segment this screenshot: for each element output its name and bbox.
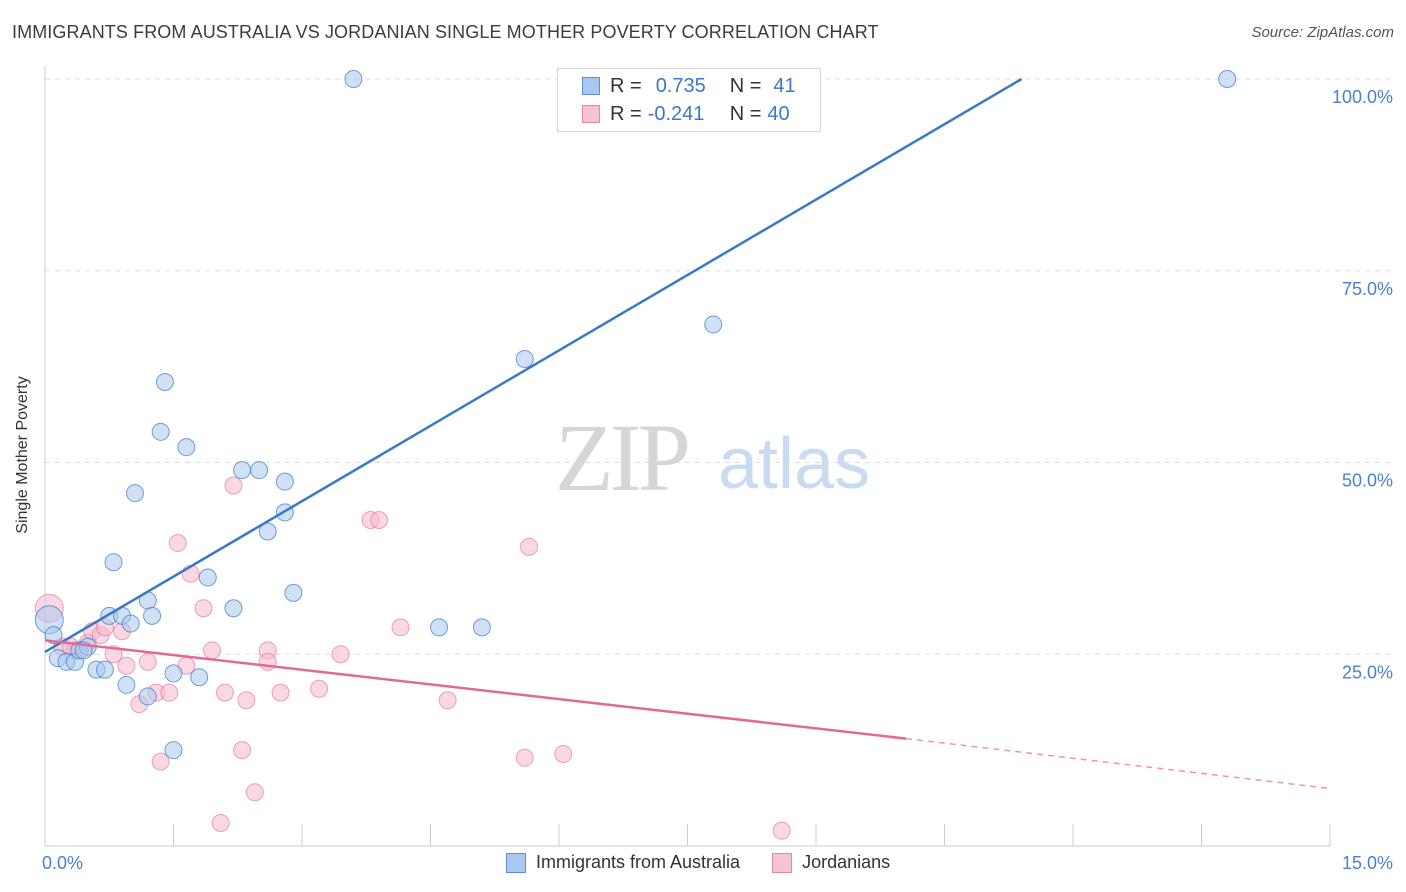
jordanians-trendline — [44, 639, 907, 740]
source-note: Source: ZipAtlas.com — [1251, 24, 1394, 41]
jordanians-point — [194, 599, 213, 618]
australia-point — [430, 618, 449, 637]
jordanians-point — [237, 691, 256, 710]
y-tick-label: 50.0% — [1342, 471, 1393, 491]
australia-point — [198, 568, 217, 587]
australia-point — [138, 687, 157, 706]
jordanians-point — [310, 679, 329, 698]
jordanians-point — [233, 741, 252, 760]
jordanians-point — [151, 752, 170, 771]
jordanians-point — [391, 618, 410, 637]
australia-point — [472, 618, 491, 637]
australia-point — [275, 472, 294, 491]
jordanians-point — [211, 813, 230, 832]
blue-swatch-icon — [506, 852, 526, 873]
australia-point — [1218, 70, 1237, 88]
australia-point — [515, 349, 534, 368]
y-tick-label: 75.0% — [1342, 279, 1393, 299]
legend-n-label: N = — [729, 102, 762, 125]
legend-r-value: 0.735 — [655, 74, 706, 97]
series-legend: Immigrants from Australia Jordanians — [506, 852, 890, 873]
australia-point — [224, 599, 243, 618]
x-tick-label: 0.0% — [42, 853, 83, 873]
jordanians-point — [203, 641, 222, 660]
australia-point — [151, 422, 170, 441]
jordanians-point — [515, 748, 534, 767]
jordanians-point — [258, 652, 277, 671]
legend-n-value: 41 — [773, 74, 796, 97]
legend-r-label: R = — [610, 102, 642, 125]
chart-title: IMMIGRANTS FROM AUSTRALIA VS JORDANIAN S… — [12, 22, 879, 42]
correlation-legend: R = 0.735 N = 41 R = -0.241 N = 40 — [557, 68, 821, 132]
watermark-zip: ZIP — [555, 404, 688, 511]
legend-r-value: -0.241 — [647, 102, 705, 125]
australia-point — [117, 675, 136, 694]
jordanians-point — [117, 656, 136, 675]
australia-point — [143, 606, 162, 625]
pink-swatch-icon — [582, 105, 600, 123]
watermark-atlas: atlas — [718, 424, 870, 504]
jordanians-point — [438, 691, 457, 710]
legend-series-jordanians: Jordanians — [802, 852, 891, 872]
australia-point — [164, 664, 183, 683]
x-tick-label: 15.0% — [1342, 853, 1393, 873]
jordanians-point — [772, 821, 791, 840]
jordanians-point — [168, 534, 187, 553]
australia-point — [704, 315, 723, 334]
australia-point — [284, 583, 303, 602]
legend-n-value: 40 — [767, 102, 790, 125]
australia-point — [125, 484, 144, 503]
y-tick-label: 100.0% — [1332, 87, 1393, 107]
australia-point — [177, 438, 196, 457]
jordanians-point — [138, 652, 157, 671]
australia-point — [44, 626, 63, 645]
legend-row-australia: R = 0.735 N = 41 — [582, 74, 796, 98]
australia-point — [95, 660, 114, 679]
jordanians-trendline-extension — [905, 737, 1331, 790]
australia-point — [233, 461, 252, 480]
australia-point — [250, 461, 269, 480]
jordanians-point — [370, 511, 389, 530]
australia-point — [190, 668, 209, 687]
australia-point — [155, 372, 174, 391]
legend-r-label: R = — [610, 74, 642, 97]
australia-trendline — [44, 77, 1023, 654]
legend-row-jordanians: R = -0.241 N = 40 — [582, 102, 790, 126]
pink-swatch-icon — [772, 852, 793, 873]
australia-point — [344, 70, 363, 88]
australia-point — [121, 614, 140, 633]
jordanians-point — [331, 645, 350, 664]
jordanians-point — [520, 537, 539, 556]
jordanians-point — [215, 683, 234, 702]
legend-series-australia: Immigrants from Australia — [536, 852, 741, 872]
y-tick-label: 25.0% — [1342, 662, 1393, 682]
australia-point — [258, 522, 277, 541]
legend-n-label: N = — [729, 74, 762, 97]
australia-point — [164, 741, 183, 760]
jordanians-point — [271, 683, 290, 702]
jordanians-point — [224, 476, 243, 495]
jordanians-point — [554, 744, 573, 763]
australia-point — [104, 553, 123, 572]
jordanians-point — [245, 783, 264, 802]
jordanians-point — [160, 683, 179, 702]
blue-swatch-icon — [582, 77, 600, 95]
